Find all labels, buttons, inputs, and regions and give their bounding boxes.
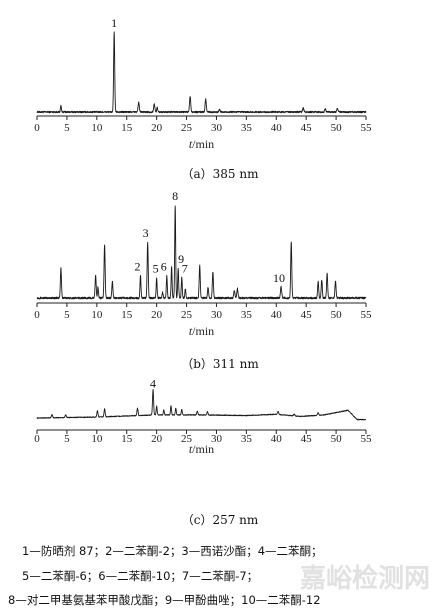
watermark: 嘉峪检测网	[300, 563, 430, 594]
x-tick-label: 50	[331, 309, 343, 321]
x-tick-label: 20	[151, 433, 163, 445]
x-tick-label: 0	[34, 309, 40, 321]
x-tick-label: 20	[151, 309, 163, 321]
x-tick-label: 40	[271, 309, 283, 321]
x-axis-title: t/min	[189, 324, 214, 338]
x-tick-label: 55	[361, 433, 373, 445]
x-tick-label: 10	[91, 433, 103, 445]
x-tick-label: 35	[241, 122, 253, 134]
x-tick-label: 15	[121, 433, 133, 445]
x-tick-label: 55	[361, 122, 373, 134]
x-tick-label: 0	[34, 433, 40, 445]
peak-label: 1	[111, 16, 117, 30]
x-tick-label: 25	[181, 122, 193, 134]
x-axis-title-unit: /min	[192, 324, 214, 338]
panel-caption: （b）311 nm	[181, 357, 259, 371]
x-tick-label: 30	[211, 309, 223, 321]
x-axis-title: t/min	[189, 137, 214, 151]
x-tick-label: 15	[121, 309, 133, 321]
peak-label: 5	[153, 262, 159, 276]
x-tick-label: 45	[301, 309, 313, 321]
x-axis-title: t/min	[189, 442, 214, 456]
peak-label: 6	[161, 260, 167, 274]
x-tick-label: 45	[301, 122, 313, 134]
chromatogram-trace	[36, 31, 367, 114]
x-tick-label: 5	[64, 122, 70, 134]
x-tick-label: 40	[271, 122, 283, 134]
x-tick-label: 35	[241, 433, 253, 445]
x-axis-title-unit: /min	[192, 137, 214, 151]
x-tick-label: 40	[271, 433, 283, 445]
x-axis-title-symbol: t	[189, 324, 193, 338]
x-tick-label: 5	[64, 309, 70, 321]
x-tick-label: 0	[34, 122, 40, 134]
peak-label: 7	[182, 262, 188, 276]
chromatogram-panel-385nm: 0 5 10 15 20 25 30 35 40 45 50 55 t/min 1 （a）385 nm	[34, 16, 372, 181]
x-axis-title-unit: /min	[192, 442, 214, 456]
x-tick-label: 25	[181, 309, 193, 321]
x-tick-label: 35	[241, 309, 253, 321]
panel-caption: （a）385 nm	[182, 167, 260, 181]
chromatogram-panel-257nm: 0 5 10 15 20 25 30 35 40 45 50 55 t/min 4 （c）257 nm	[34, 377, 372, 527]
x-tick-label: 55	[361, 309, 373, 321]
peak-label: 10	[273, 271, 285, 285]
peak-label: 4	[150, 377, 156, 391]
legend-line-2: 5—二苯酮-6；6—二苯酮-10；7—二苯酮-7；	[22, 569, 258, 583]
peak-label: 3	[143, 226, 149, 240]
x-tick-label: 25	[181, 433, 193, 445]
x-tick-label: 45	[301, 433, 313, 445]
x-tick-label: 50	[331, 122, 343, 134]
x-axis-title-symbol: t	[189, 137, 193, 151]
chromatogram-trace	[36, 388, 367, 421]
x-tick-label: 20	[151, 122, 163, 134]
x-tick-label: 15	[121, 122, 133, 134]
x-tick-label: 5	[64, 433, 70, 445]
x-tick-label: 50	[331, 433, 343, 445]
peak-label: 9	[178, 252, 184, 266]
peak-label: 8	[172, 189, 178, 203]
legend-line-1: 1—防晒剂 87；2—二苯酮-2；3—西诺沙酯；4—二苯酮；	[22, 544, 323, 558]
legend-line-3: 8—对二甲基氨基苯甲酸戊酯；9—甲酚曲唑；10—二苯酮-12	[8, 593, 321, 607]
x-tick-label: 30	[211, 122, 223, 134]
x-tick-label: 10	[91, 122, 103, 134]
chromatogram-trace	[36, 205, 367, 300]
peak-label: 2	[134, 260, 140, 274]
x-tick-label: 10	[91, 309, 103, 321]
x-axis-title-symbol: t	[189, 442, 193, 456]
x-tick-label: 30	[211, 433, 223, 445]
panel-caption: （c）257 nm	[182, 513, 259, 527]
